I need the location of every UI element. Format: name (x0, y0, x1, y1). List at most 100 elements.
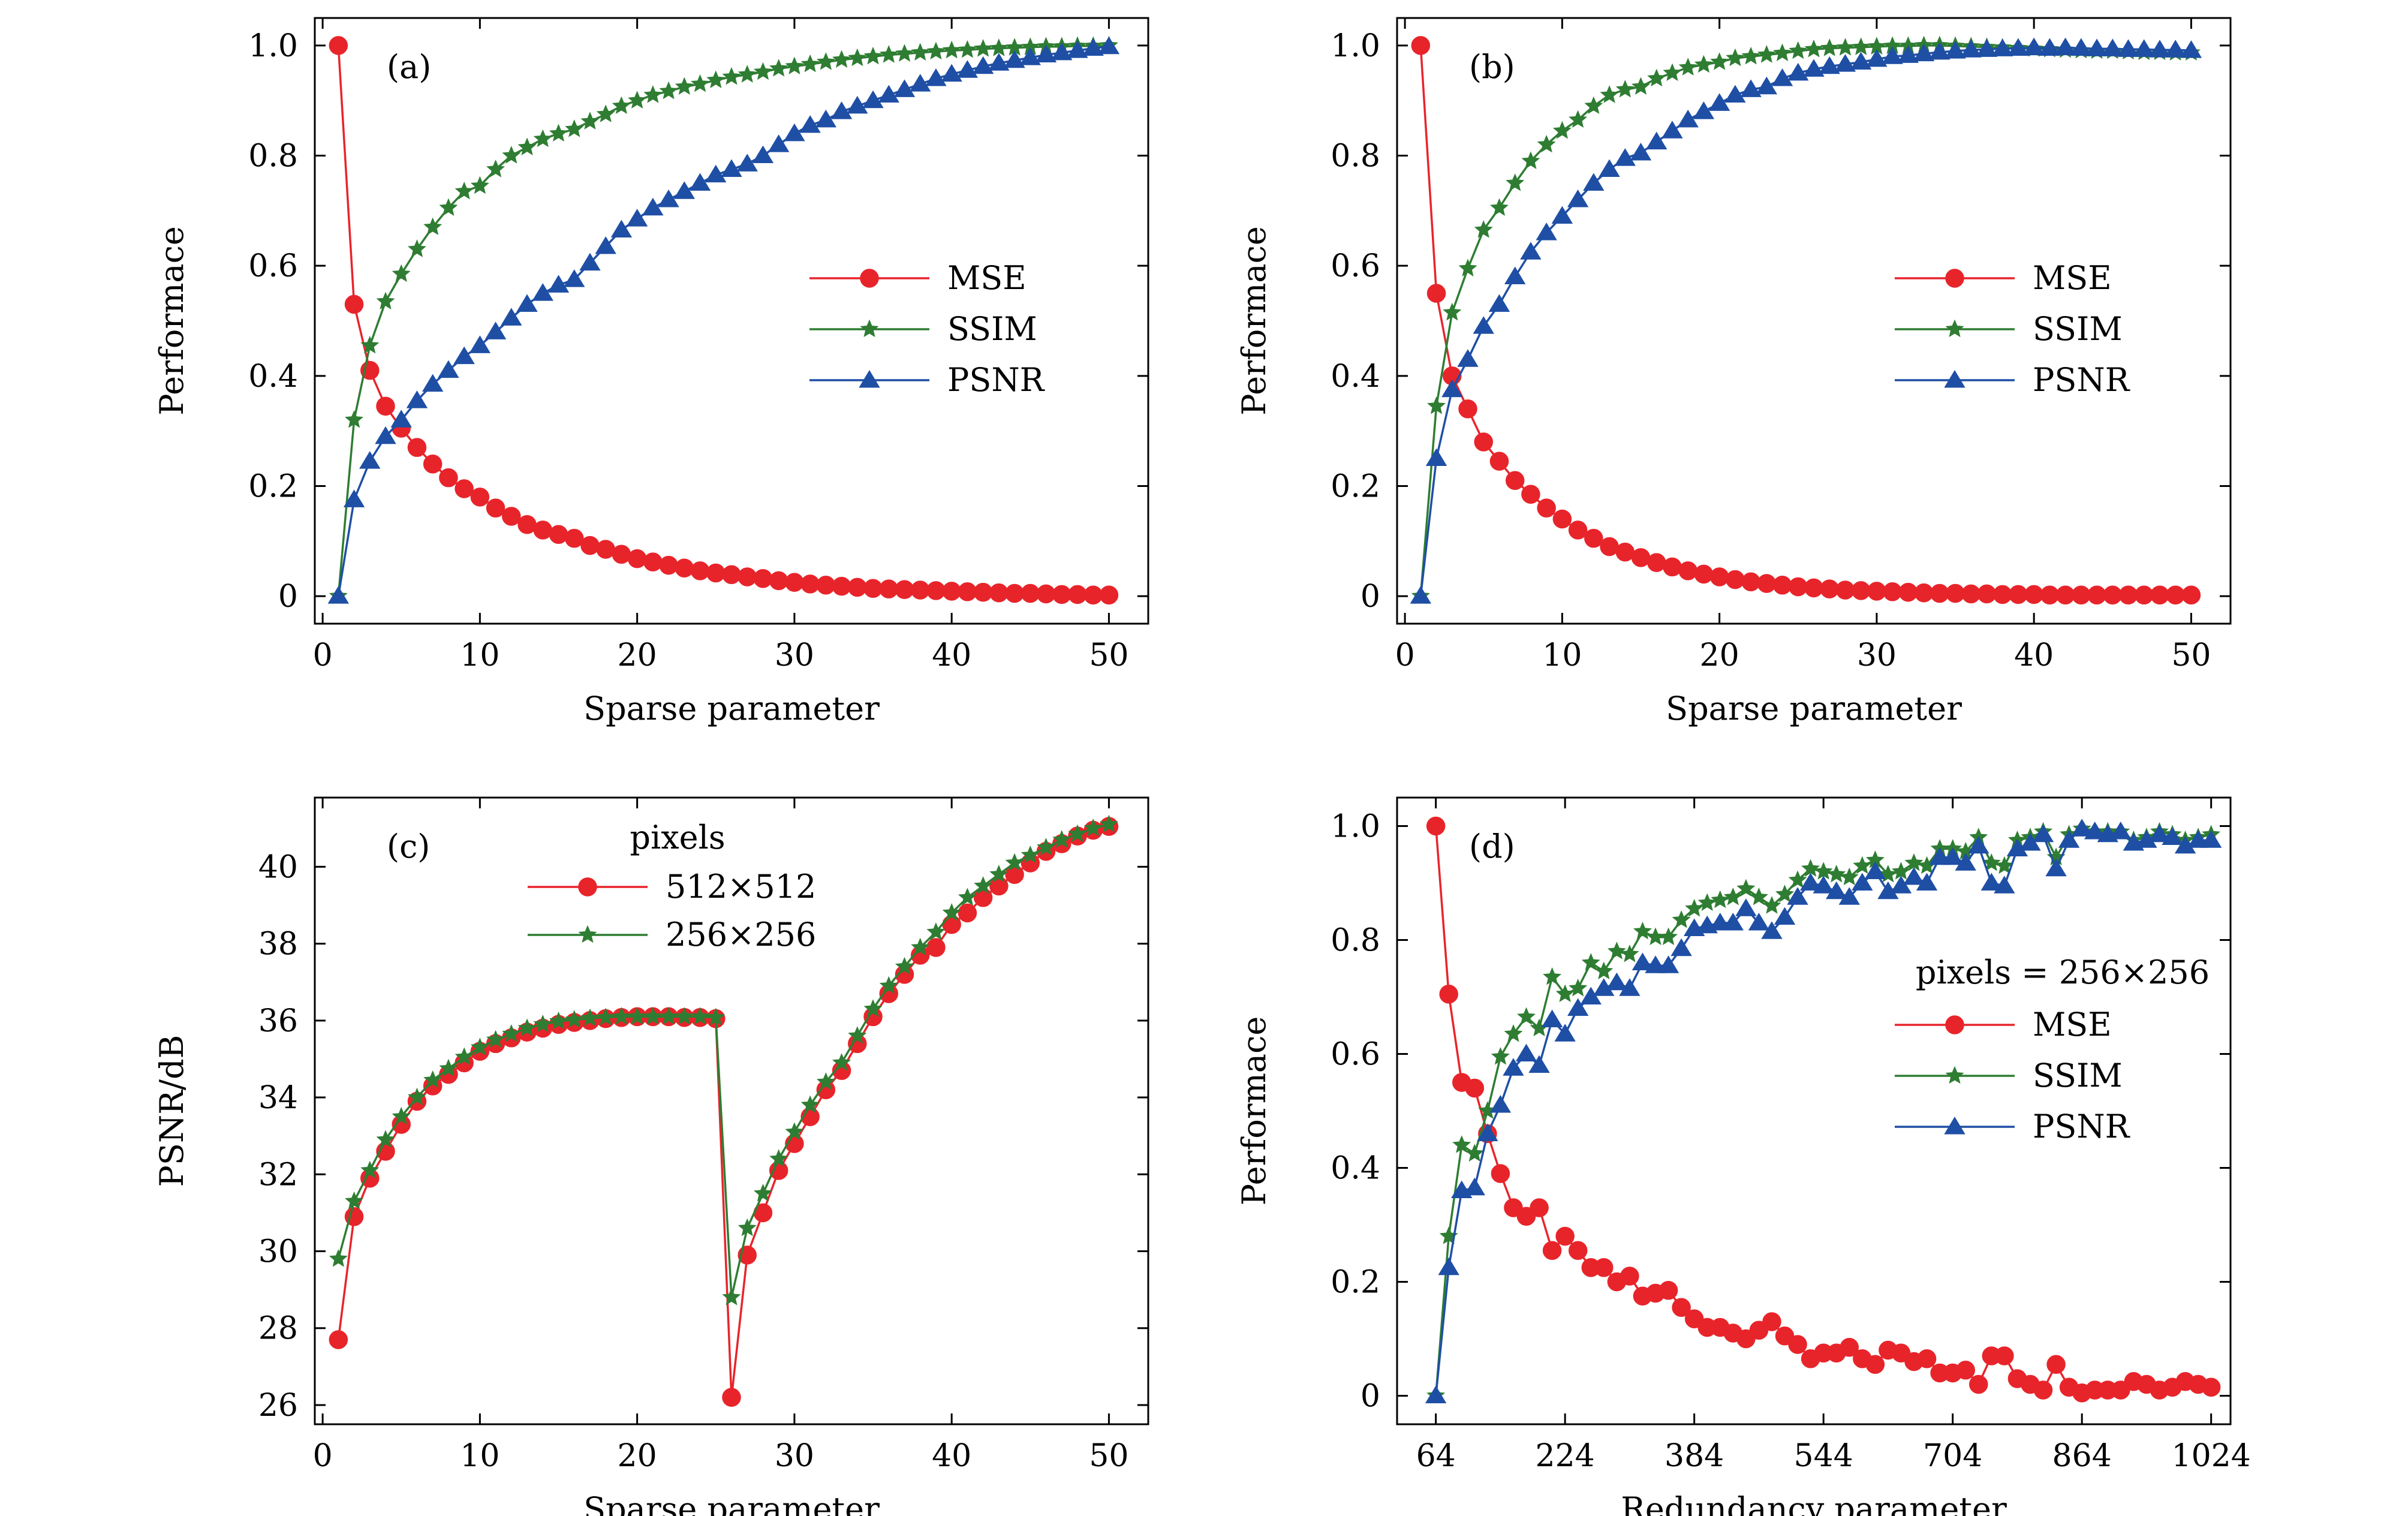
data-point (516, 294, 538, 312)
data-point (1411, 36, 1431, 55)
data-point (1835, 580, 1855, 600)
data-point (376, 396, 395, 416)
data-point (675, 558, 694, 578)
data-point (1787, 62, 1809, 81)
data-point (1853, 856, 1872, 874)
data-point (722, 1288, 741, 1306)
data-point (816, 575, 836, 595)
data-point (1838, 887, 1860, 905)
data-point (988, 53, 1010, 71)
data-point (1787, 887, 1808, 905)
y-tick-label: 0 (278, 579, 298, 615)
data-point (1555, 1226, 1575, 1246)
data-point (1757, 574, 1777, 593)
data-point (1789, 41, 1808, 59)
chart-panel-b: 0 10 20 30 40 50 0 0.2 0.4 0.6 0.8 1.0 Sparse parame… (1235, 17, 2232, 727)
data-point (1969, 1374, 1988, 1394)
data-point (2133, 39, 2155, 57)
data-point (1757, 45, 1776, 63)
data-point (800, 54, 820, 73)
legend-swatch-marker (578, 925, 597, 943)
data-point (1521, 151, 1540, 169)
data-point (2039, 38, 2061, 56)
data-point (1019, 47, 1041, 65)
data-point (1897, 45, 1919, 63)
data-point (533, 1015, 552, 1033)
legend-label: PSNR (947, 361, 1045, 399)
x-tick-label: 704 (1923, 1438, 1982, 1474)
data-point (1977, 584, 1997, 604)
data-point (392, 264, 411, 282)
data-point (502, 146, 521, 164)
x-tick-label: 40 (2014, 637, 2054, 673)
legend-entry: SSIM (809, 310, 1037, 348)
x-tick-label: 10 (460, 637, 499, 673)
data-point (565, 119, 584, 137)
data-point (785, 56, 804, 74)
data-point (329, 1249, 348, 1267)
data-point (470, 1037, 489, 1055)
data-point (1741, 572, 1760, 591)
data-point (972, 56, 994, 74)
data-point (942, 582, 961, 601)
data-point (895, 44, 914, 62)
data-point (1615, 80, 1635, 98)
legend-entry: PSNR (1895, 1108, 2130, 1145)
data-point (612, 96, 631, 115)
legend: pixels 512×512 256×256 (528, 819, 816, 953)
data-point (832, 1053, 851, 1071)
data-point (2070, 38, 2092, 56)
series-mse (329, 36, 1119, 605)
data-point (1658, 1281, 1678, 1300)
data-point (1554, 1024, 1576, 1042)
data-point (893, 79, 916, 97)
data-point (1980, 873, 2003, 891)
data-point (533, 129, 552, 148)
data-point (958, 888, 977, 906)
data-point (942, 903, 961, 921)
data-point (1489, 198, 1509, 216)
data-point (784, 123, 805, 142)
data-point (1694, 564, 1714, 584)
data-point (705, 164, 727, 183)
data-point (1426, 816, 1446, 836)
data-point (1710, 52, 1729, 70)
data-point (1536, 222, 1557, 240)
chart-panel-d: 64 224 384 544 704 864 1024 0 0.2 0.4 0.6 0.8 1.0 Red… (1235, 796, 2251, 1516)
data-point (989, 38, 1009, 56)
data-point (1083, 819, 1103, 837)
data-point (1504, 1024, 1523, 1042)
data-point (1726, 48, 1745, 67)
data-point (911, 937, 930, 956)
data-point (895, 580, 914, 599)
data-point (406, 390, 428, 408)
data-point (738, 1218, 757, 1237)
data-point (579, 252, 601, 271)
data-point (722, 565, 741, 585)
data-point (1852, 873, 1873, 891)
data-point (502, 507, 521, 526)
legend-swatch-marker (1945, 1015, 1964, 1034)
data-point (1772, 575, 1792, 595)
data-point (1788, 1335, 1807, 1354)
plot-frame (1396, 796, 2232, 1425)
data-point (628, 91, 647, 109)
data-point (1904, 853, 1924, 871)
data-point (643, 85, 663, 103)
data-point (1814, 862, 1833, 880)
data-point (863, 999, 883, 1017)
data-point (1051, 42, 1073, 61)
data-point (1827, 865, 1846, 883)
data-point (1488, 294, 1510, 312)
data-point (2058, 830, 2080, 848)
data-point (879, 976, 898, 994)
data-point (989, 864, 1009, 883)
x-tick-label: 50 (1089, 637, 1128, 673)
data-point (439, 468, 458, 488)
data-point (2162, 827, 2183, 845)
data-point (1840, 1338, 1859, 1357)
data-point (1955, 853, 1976, 871)
y-tick-label: 26 (258, 1388, 298, 1424)
